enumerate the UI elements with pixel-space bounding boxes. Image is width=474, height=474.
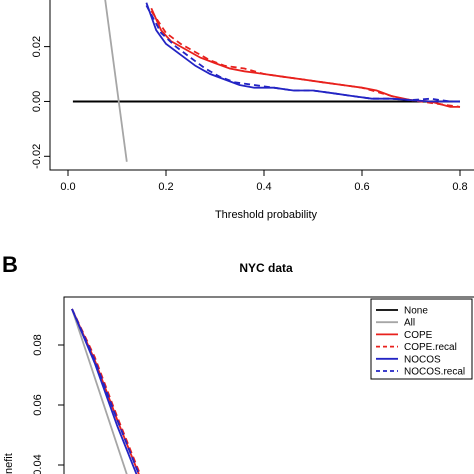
panel-b-frame [63,296,474,474]
panel-b-series-nocos [71,308,138,474]
panel-a-ytick-label: 0.00 [31,91,43,112]
legend-label-none: None [404,306,428,317]
legend-label-nocos: NOCOS [404,354,441,365]
panel-b-series-cope-recal [71,308,141,474]
panel-b-ytick-label: 0.08 [32,334,44,355]
panel-b-series-all [71,308,128,474]
panel-a: 0.0 0.2 0.4 0.6 0.8 -0.02 0.00 0.02 Threshold p… [31,0,474,221]
panel-a-ytick-label: -0.02 [31,144,43,169]
panel-a-xtick-label: 0.2 [158,181,173,193]
panel-a-xtick-label: 0.0 [60,181,75,193]
panel-a-xtick-label: 0.8 [452,181,467,193]
legend-box [370,298,473,380]
panel-a-xtick-label: 0.6 [354,181,369,193]
panel-b-ytick-label: 0.04 [32,454,44,474]
panel-a-series-nocos [145,2,460,103]
panel-b-ytick-label: 0.06 [32,394,44,415]
legend-label-nocos-recal: NOCOS.recal [404,367,465,378]
panel-b-title: NYC data [239,261,293,275]
panel-b-ticks: 0.04 0.06 0.08 [32,334,64,474]
panel-b-series-nocos-recal [71,308,140,474]
panel-a-xtick-label: 0.4 [256,181,271,193]
panel-b-ylabel: nefit [3,453,15,474]
panel-b-letter: B [2,252,18,277]
panel-a-ticks: 0.0 0.2 0.4 0.6 0.8 -0.02 0.00 0.02 [31,36,468,193]
legend-label-cope: COPE [404,330,433,341]
panel-a-series-cope-recal [150,10,461,108]
panel-a-xlabel: Threshold probability [215,209,318,221]
panel-a-series-cope [150,7,460,108]
panel-a-series [72,0,461,162]
panel-a-ytick-label: 0.02 [31,36,43,57]
panel-a-series-all [104,0,128,162]
legend-label-all: All [404,318,415,329]
panel-b-series [71,308,141,474]
panel-a-frame [49,0,474,171]
legend-label-cope-recal: COPE.recal [404,342,457,353]
panel-b: B NYC data nefit 0.040.060.08 NoneAllCOP… [2,252,474,474]
